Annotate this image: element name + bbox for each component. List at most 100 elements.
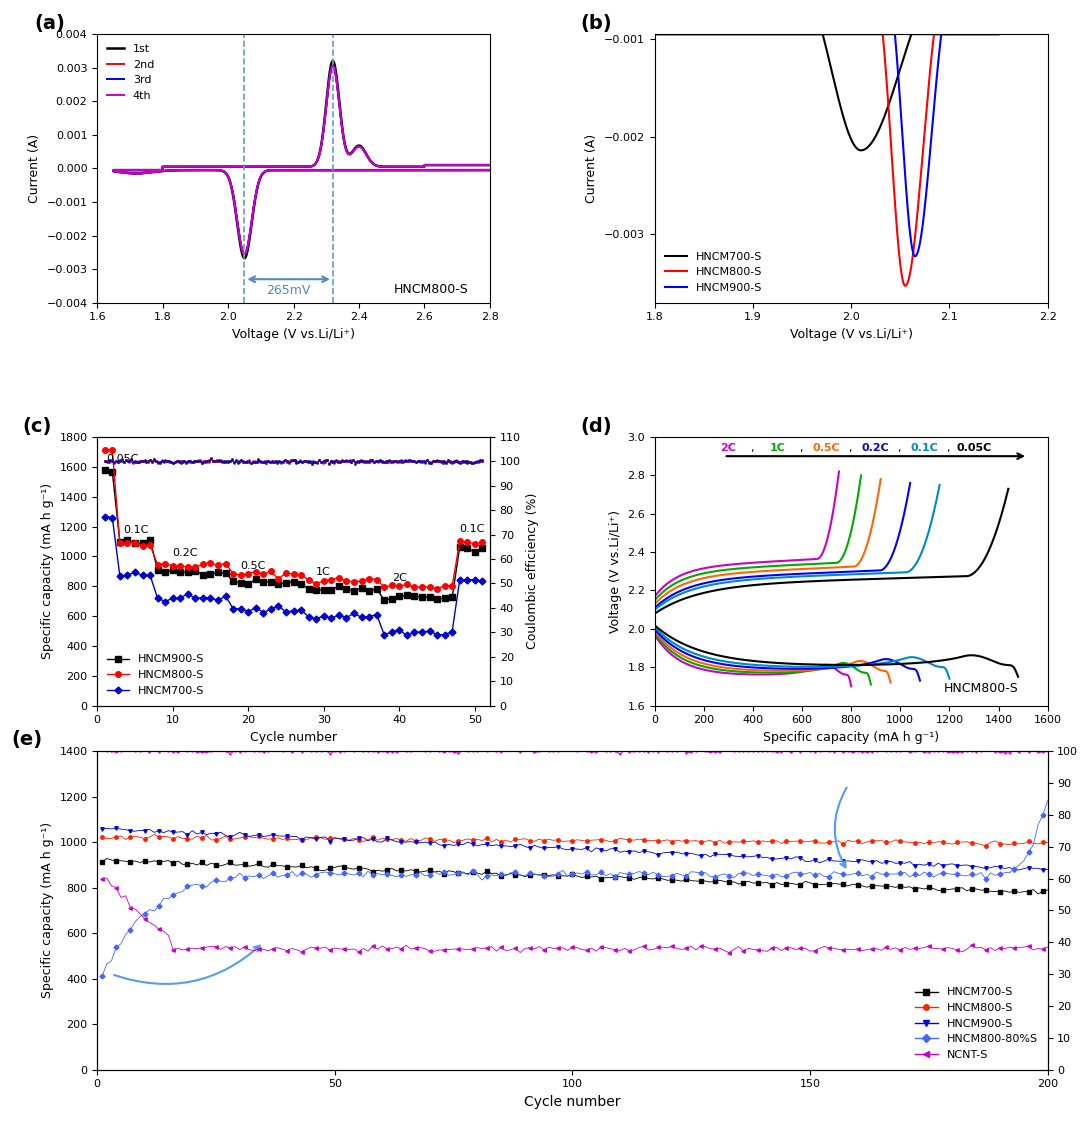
HNCM900-S xyxy=(95,823,108,836)
1st xyxy=(238,251,251,265)
1st xyxy=(144,166,157,180)
3rd xyxy=(500,163,513,176)
1st xyxy=(500,158,513,172)
HNCM800-S xyxy=(148,827,161,841)
HNCM900-S xyxy=(212,566,225,579)
HNCM900-S xyxy=(352,832,365,846)
Line: HNCM800-S: HNCM800-S xyxy=(100,833,1050,848)
3rd xyxy=(326,59,339,73)
Text: (a): (a) xyxy=(35,14,65,33)
HNCM800-S xyxy=(980,839,993,852)
HNCM900-S xyxy=(476,542,489,555)
HNCM700-S xyxy=(829,80,842,93)
HNCM700-S xyxy=(476,575,489,588)
2nd xyxy=(500,158,513,172)
1st xyxy=(326,55,339,68)
Text: 0.05C: 0.05C xyxy=(956,443,991,453)
HNCM800-S xyxy=(212,559,225,572)
HNCM800-80%S xyxy=(960,869,973,883)
NCNT-S xyxy=(138,912,151,925)
NCNT-S xyxy=(723,946,735,959)
HNCM700-S xyxy=(370,608,383,621)
HNCM900-S xyxy=(797,27,810,41)
HNCM900-S xyxy=(348,584,361,597)
Text: (d): (d) xyxy=(580,417,612,436)
1st xyxy=(256,160,269,174)
Line: HNCM900-S: HNCM900-S xyxy=(100,826,1050,872)
HNCM800-S xyxy=(370,572,383,586)
4th xyxy=(144,166,157,180)
HNCM800-S xyxy=(469,537,482,551)
HNCM700-S xyxy=(993,27,1005,41)
Text: ,: , xyxy=(946,443,950,453)
4th xyxy=(450,158,463,172)
HNCM800-S xyxy=(348,575,361,588)
HNCM900-S xyxy=(998,861,1011,875)
HNCM800-S xyxy=(899,279,912,292)
Legend: HNCM700-S, HNCM800-S, HNCM900-S, HNCM800-80%S, NCNT-S: HNCM700-S, HNCM800-S, HNCM900-S, HNCM800… xyxy=(910,983,1042,1064)
Text: 1C: 1C xyxy=(770,443,785,453)
4th xyxy=(500,158,513,172)
HNCM800-S xyxy=(352,833,365,847)
Text: 2C: 2C xyxy=(392,574,407,583)
Line: HNCM900-S: HNCM900-S xyxy=(102,468,485,603)
Text: 265mV: 265mV xyxy=(267,284,311,297)
3rd xyxy=(238,247,251,261)
HNCM800-80%S xyxy=(95,970,108,983)
Line: HNCM700-S: HNCM700-S xyxy=(654,34,999,150)
X-axis label: Voltage (V vs.Li/Li⁺): Voltage (V vs.Li/Li⁺) xyxy=(232,328,355,341)
HNCM800-S xyxy=(993,27,1005,41)
Line: HNCM800-80%S: HNCM800-80%S xyxy=(100,799,1050,979)
3rd xyxy=(500,158,513,172)
Y-axis label: Specific capacity (mA h g⁻¹): Specific capacity (mA h g⁻¹) xyxy=(41,484,54,659)
3rd xyxy=(256,160,269,174)
HNCM700-S xyxy=(348,607,361,620)
Text: 0.2C: 0.2C xyxy=(862,443,890,453)
Text: 0.1C: 0.1C xyxy=(123,526,149,536)
1st xyxy=(360,163,373,176)
Y-axis label: Specific capacity (mA h g⁻¹): Specific capacity (mA h g⁻¹) xyxy=(41,823,54,998)
Line: HNCM800-S: HNCM800-S xyxy=(102,447,485,592)
HNCM700-S xyxy=(469,572,482,586)
2nd xyxy=(485,163,498,176)
Text: 0.05C: 0.05C xyxy=(106,454,138,464)
HNCM900-S xyxy=(469,545,482,559)
HNCM900-S xyxy=(694,27,707,41)
HNCM800-S xyxy=(966,836,978,850)
HNCM800-S xyxy=(829,27,842,41)
4th xyxy=(326,59,339,73)
HNCM700-S xyxy=(836,107,849,121)
HNCM900-S xyxy=(370,582,383,595)
HNCM700-S xyxy=(648,27,661,41)
4th xyxy=(500,163,513,176)
Text: ,: , xyxy=(751,443,754,453)
Y-axis label: Current (A): Current (A) xyxy=(28,134,41,203)
Text: 2C: 2C xyxy=(720,443,737,453)
Line: HNCM900-S: HNCM900-S xyxy=(654,34,999,256)
HNCM800-S xyxy=(648,27,661,41)
HNCM800-S xyxy=(694,27,707,41)
HNCM800-80%S xyxy=(348,868,361,882)
HNCM800-S xyxy=(181,560,194,574)
HNCM700-S xyxy=(1031,887,1044,900)
HNCM700-S xyxy=(797,27,810,41)
HNCM700-S xyxy=(138,855,151,868)
NCNT-S xyxy=(970,941,983,955)
HNCM800-80%S xyxy=(152,899,165,913)
Text: (b): (b) xyxy=(580,14,612,33)
HNCM900-S xyxy=(378,593,391,607)
Text: (e): (e) xyxy=(12,729,43,749)
HNCM700-S xyxy=(966,882,978,896)
NCNT-S xyxy=(352,945,365,958)
HNCM900-S xyxy=(98,463,111,477)
NCNT-S xyxy=(1003,940,1016,954)
Line: HNCM800-S: HNCM800-S xyxy=(654,34,999,286)
Legend: HNCM900-S, HNCM800-S, HNCM700-S: HNCM900-S, HNCM800-S, HNCM700-S xyxy=(103,650,210,700)
Y-axis label: Coulombic efficiency (%): Coulombic efficiency (%) xyxy=(526,493,539,650)
X-axis label: Cycle number: Cycle number xyxy=(251,731,337,744)
HNCM700-S xyxy=(212,593,225,607)
HNCM800-S xyxy=(797,27,810,41)
HNCM900-S xyxy=(110,822,123,835)
3rd xyxy=(117,163,130,176)
Line: HNCM700-S: HNCM700-S xyxy=(103,514,485,637)
